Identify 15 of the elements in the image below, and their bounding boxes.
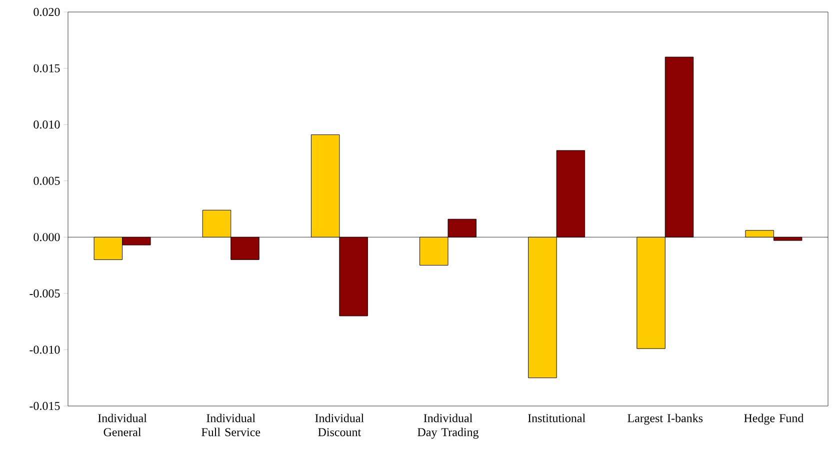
y-tick-label: 0.005	[34, 176, 60, 185]
x-tick-label: Hedge Fund	[744, 414, 804, 425]
y-tick-label: 0.010	[34, 120, 60, 129]
y-tick-label: 0.020	[34, 8, 60, 16]
x-tick-label: Largest I-banks	[628, 414, 703, 425]
x-tick-label: Institutional	[528, 414, 586, 422]
y-tick-label: -0.015	[30, 402, 60, 410]
y-tick-label: 0.015	[34, 64, 60, 72]
y-tick-label: -0.010	[30, 346, 60, 354]
x-tick-label: Individual General	[98, 414, 147, 436]
y-tick-label: -0.005	[30, 289, 60, 298]
x-tick-label: Individual Day Trading	[418, 414, 479, 439]
x-tick-label: Individual Discount	[315, 414, 364, 436]
y-tick-label: 0.000	[34, 233, 60, 242]
x-tick-label: Individual Full Service	[202, 414, 260, 436]
